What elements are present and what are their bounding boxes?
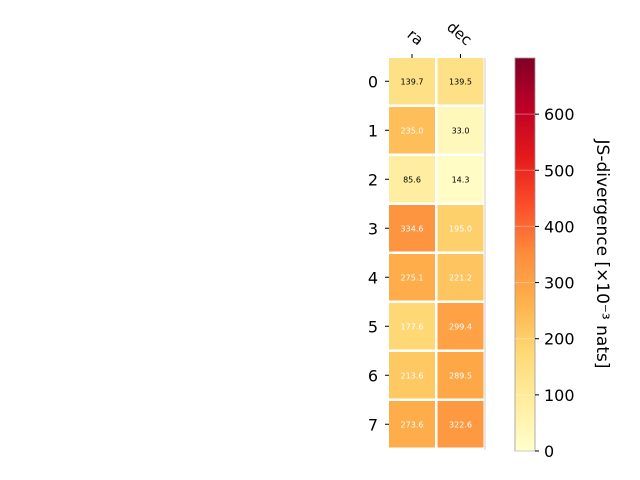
y-tick-label: 1 — [368, 121, 378, 140]
heatmap-grid: 139.7 139.5 235.0 33.0 85.6 14.3 334.6 195.0 275… — [389, 58, 486, 450]
colorbar-tick-label: 500 — [544, 161, 575, 180]
colorbar-tick-label: 200 — [544, 330, 575, 349]
y-tick-label: 7 — [368, 415, 378, 434]
cell-value-label: 221.2 — [449, 273, 472, 282]
x-axis-ticks: ra dec — [404, 18, 475, 58]
cell-value-label: 275.1 — [401, 273, 424, 282]
cell-value-label: 14.3 — [452, 175, 470, 184]
colorbar-label: JS-divergence [×10⁻³ nats] — [592, 139, 612, 369]
cell-value-label: 33.0 — [452, 126, 470, 135]
colorbar-tick-label: 300 — [544, 274, 575, 293]
cell-value-label: 322.6 — [449, 420, 472, 429]
heatmap-cell-4-ra — [389, 254, 435, 301]
heatmap-cell-6-dec — [437, 352, 484, 399]
cell-value-label: 85.6 — [403, 175, 421, 184]
cell-value-label: 289.5 — [449, 371, 472, 380]
cell-value-label: 334.6 — [401, 224, 424, 233]
y-tick-label: 3 — [368, 219, 378, 238]
y-tick-label: 5 — [368, 317, 378, 336]
cell-value-label: 139.5 — [449, 77, 472, 86]
heatmap-cell-4-dec — [437, 254, 484, 301]
colorbar-gradient — [514, 57, 536, 452]
cell-value-label: 235.0 — [401, 126, 424, 135]
heatmap-cell-5-ra — [389, 303, 435, 350]
cell-value-label: 195.0 — [449, 224, 472, 233]
y-axis-ticks: 0 1 2 3 4 5 6 7 — [368, 72, 389, 434]
heatmap-cell-7-ra — [389, 401, 435, 448]
y-tick-label: 6 — [368, 366, 378, 385]
heatmap-cell-0-ra — [389, 58, 435, 105]
heatmap-cell-3-dec — [437, 205, 484, 252]
cell-value-label: 139.7 — [401, 77, 424, 86]
y-tick-label: 0 — [368, 72, 378, 91]
heatmap-cell-2-ra — [389, 156, 435, 203]
colorbar-tick-label: 0 — [544, 442, 554, 461]
heatmap-cell-0-dec — [437, 58, 484, 105]
cell-value-label: 299.4 — [449, 322, 472, 331]
colorbar-tick-label: 100 — [544, 386, 575, 405]
heatmap-cell-5-dec — [437, 303, 484, 350]
x-tick-label: dec — [443, 18, 475, 49]
colorbar-tick-label: 400 — [544, 217, 575, 236]
cell-value-label: 177.6 — [401, 322, 424, 331]
heatmap-cell-6-ra — [389, 352, 435, 399]
heatmap-cell-2-dec — [437, 156, 484, 203]
x-tick-label: ra — [404, 25, 427, 49]
y-tick-label: 4 — [368, 268, 378, 287]
heatmap-cell-7-dec — [437, 401, 484, 448]
cell-value-label: 213.6 — [401, 371, 424, 380]
colorbar-tick-label: 600 — [544, 105, 575, 124]
y-tick-label: 2 — [368, 170, 378, 189]
heatmap-cell-3-ra — [389, 205, 435, 252]
heatmap-cell-1-dec — [437, 107, 484, 154]
cell-value-label: 273.6 — [401, 420, 424, 429]
heatmap-cell-1-ra — [389, 107, 435, 154]
colorbar: 0 100 200 300 400 500 600 — [514, 57, 575, 461]
